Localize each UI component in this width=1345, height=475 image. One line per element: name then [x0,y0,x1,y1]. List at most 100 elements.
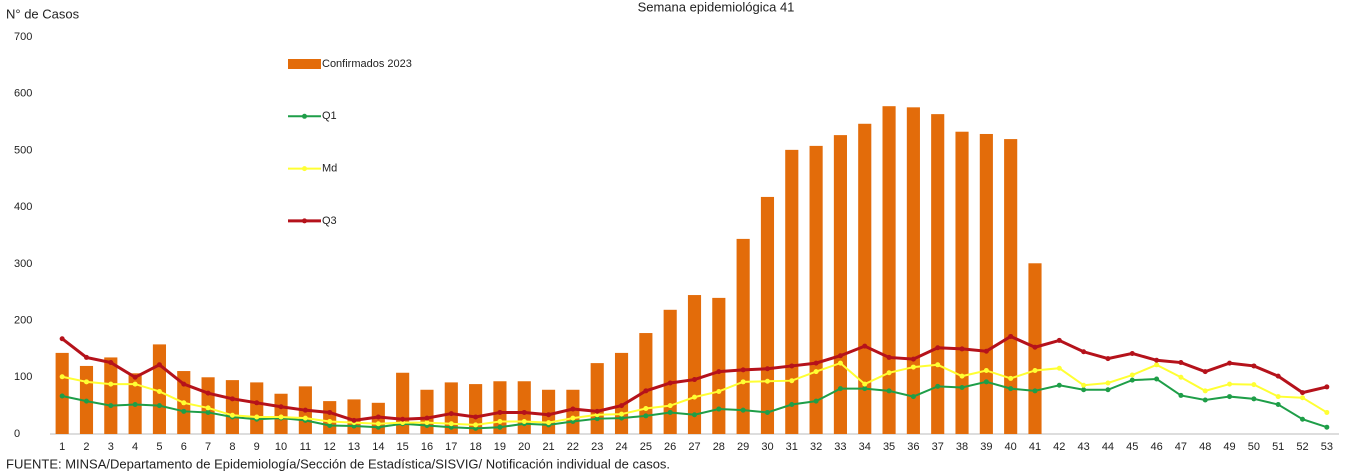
x-tick-label: 8 [229,441,235,453]
x-tick-label: 13 [348,441,360,453]
point [886,354,892,360]
point [1032,344,1038,350]
point [813,398,819,404]
bar [760,196,775,434]
point [83,398,89,404]
point [1324,424,1330,430]
y-tick-label: 700 [14,31,32,43]
point [448,421,454,427]
point [521,409,527,415]
point [132,402,138,408]
point [132,374,138,380]
point [959,384,965,390]
x-tick-label: 30 [761,441,773,453]
x-tick-label: 37 [932,441,944,453]
point [789,402,795,408]
point [156,403,162,409]
point [1154,357,1160,363]
point [570,406,576,412]
point [594,408,600,414]
point [1154,376,1160,382]
point [448,411,454,417]
legend-swatch [288,59,321,69]
point [935,345,941,351]
point [278,404,284,410]
x-tick-label: 45 [1126,441,1138,453]
point [302,407,308,413]
point [959,346,965,352]
point [910,356,916,362]
x-tick-label: 26 [664,441,676,453]
point [254,414,260,420]
x-tick-label: 15 [397,441,409,453]
point [643,405,649,411]
point [643,388,649,394]
x-tick-label: 17 [445,441,457,453]
x-tick-label: 21 [542,441,554,453]
x-tick-label: 24 [615,441,627,453]
y-tick-label: 200 [14,314,32,326]
point [424,415,430,421]
point [862,343,868,349]
point [1300,416,1306,422]
point [1032,367,1038,373]
x-tick-label: 40 [1005,441,1017,453]
point [1251,363,1257,369]
point [400,416,406,422]
point [862,381,868,387]
x-tick-label: 25 [640,441,652,453]
x-tick-label: 47 [1175,441,1187,453]
x-tick-label: 32 [810,441,822,453]
point [1008,375,1014,381]
x-tick-label: 52 [1296,441,1308,453]
point [1324,384,1330,390]
point [570,415,576,421]
legend-label: Q1 [322,110,337,122]
point [108,360,114,366]
x-tick-label: 16 [421,441,433,453]
point [1056,337,1062,343]
point [521,419,527,425]
legend-label: Md [322,163,337,175]
point [813,360,819,366]
point [108,381,114,387]
point [1081,382,1087,388]
point [546,412,552,418]
point [132,381,138,387]
x-tick-label: 14 [372,441,384,453]
point [813,369,819,375]
bar [858,123,872,434]
x-tick-label: 39 [980,441,992,453]
x-tick-label: 35 [883,441,895,453]
point [181,381,187,387]
point [1178,392,1184,398]
point [837,386,843,392]
point [935,362,941,368]
x-tick-label: 27 [688,441,700,453]
point [254,400,260,406]
y-tick-label: 0 [14,428,20,440]
bar [566,389,580,434]
point [1178,374,1184,380]
bar [906,107,920,434]
x-tick-label: 11 [300,441,311,453]
point [375,414,381,420]
point [181,408,187,414]
point [302,415,308,421]
point [473,414,479,420]
point [351,417,357,423]
point [278,414,284,420]
point [1178,360,1184,366]
point [837,353,843,359]
x-tick-label: 5 [156,441,162,453]
point [59,336,65,342]
point [619,415,625,421]
x-tick-label: 50 [1248,441,1260,453]
bar [55,352,69,434]
point [108,403,114,409]
point [716,369,722,375]
point [1227,381,1233,387]
point [789,378,795,384]
point [1008,386,1014,392]
bar [955,131,969,434]
